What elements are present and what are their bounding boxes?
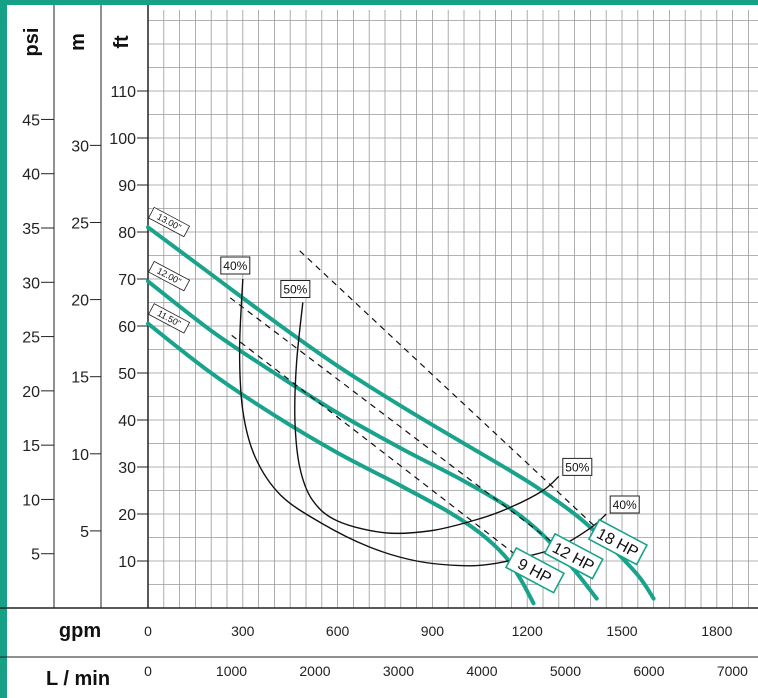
efficiency-label-start-0-text: 40%: [223, 259, 247, 273]
lmin-tick-label: 2000: [299, 663, 330, 679]
impeller-label-box: [148, 303, 191, 334]
gpm-tick-label: 1500: [606, 623, 637, 639]
frame-top-bar: [0, 0, 758, 5]
psi-tick-label: 10: [22, 492, 40, 509]
lmin-tick-label: 7000: [717, 663, 748, 679]
ft-tick-label: 90: [118, 178, 136, 195]
efficiency-label-end-1-text: 50%: [565, 460, 589, 474]
impeller-label-box: [148, 206, 191, 238]
efficiency-label-start-1: 50%: [280, 280, 311, 298]
ft-tick-label: 20: [118, 507, 136, 524]
psi-tick-label: 5: [31, 547, 40, 564]
gpm-tick-label: 0: [144, 623, 152, 639]
efficiency-label-end-1: 50%: [562, 457, 593, 476]
gpm-tick-label: 600: [326, 623, 350, 639]
efficiency-label-end-0-text: 40%: [613, 498, 637, 512]
ft-tick-label: 40: [118, 413, 136, 430]
m-tick-label: 5: [80, 524, 89, 541]
power-line-1: [229, 297, 553, 543]
lmin-tick-label: 3000: [383, 663, 414, 679]
lmin-unit-label: L / min: [46, 668, 110, 690]
psi-tick-label: 45: [22, 112, 40, 129]
efficiency-label-end-1-box: [562, 457, 593, 476]
tick-labels: 1020304050607080901001105101520253035404…: [22, 84, 748, 679]
efficiency-label-start-1-box: [280, 280, 311, 298]
gpm-tick-label: 300: [231, 623, 255, 639]
axis-labels: psi m ft gpm L / min: [21, 28, 133, 690]
m-tick-label: 20: [71, 293, 89, 310]
ft-tick-label: 10: [118, 554, 136, 571]
lmin-tick-label: 6000: [633, 663, 664, 679]
lmin-tick-label: 4000: [466, 663, 497, 679]
ft-tick-label: 110: [110, 84, 136, 101]
ft-tick-label: 100: [109, 131, 136, 148]
lmin-tick-label: 5000: [550, 663, 581, 679]
impeller-label-box: [148, 260, 191, 292]
frame-left-bar: [0, 0, 7, 698]
power-label-box: [543, 532, 604, 580]
ft-tick-label: 70: [118, 272, 136, 289]
power-label-box: [504, 546, 566, 594]
ft-unit-label: ft: [111, 35, 133, 49]
power-line-2: [299, 250, 598, 529]
psi-tick-label: 15: [22, 438, 40, 455]
grid: [147, 10, 758, 609]
gpm-tick-label: 1800: [701, 623, 732, 639]
ft-tick-label: 30: [118, 460, 136, 477]
gpm-tick-label: 900: [421, 623, 445, 639]
m-tick-label: 15: [71, 370, 89, 387]
ft-tick-label: 50: [118, 366, 136, 383]
m-unit-label: m: [67, 33, 89, 51]
power-label-box: [587, 518, 649, 566]
lmin-tick-label: 0: [144, 663, 152, 679]
gpm-unit-label: gpm: [59, 620, 101, 642]
psi-tick-label: 30: [22, 275, 40, 292]
efficiency-label-end-0: 40%: [609, 495, 640, 514]
psi-tick-label: 25: [22, 330, 40, 347]
efficiency-curve-1: [294, 302, 560, 535]
psi-unit-label: psi: [21, 28, 43, 57]
psi-tick-label: 35: [22, 221, 40, 238]
efficiency-label-start-0: 40%: [220, 256, 251, 275]
power-line-0: [231, 334, 519, 557]
m-tick-label: 10: [71, 447, 89, 464]
psi-tick-label: 20: [22, 384, 40, 401]
efficiency-label-start-0-box: [220, 256, 251, 275]
efficiency-label-start-1-text: 50%: [283, 283, 307, 297]
efficiency-label-end-0-box: [609, 495, 640, 514]
gpm-tick-label: 1200: [512, 623, 543, 639]
lmin-tick-label: 1000: [216, 663, 247, 679]
psi-tick-label: 40: [22, 167, 40, 184]
ft-tick-label: 60: [118, 319, 136, 336]
m-tick-label: 30: [71, 138, 89, 155]
ft-tick-label: 80: [118, 225, 136, 242]
m-tick-label: 25: [71, 215, 89, 232]
